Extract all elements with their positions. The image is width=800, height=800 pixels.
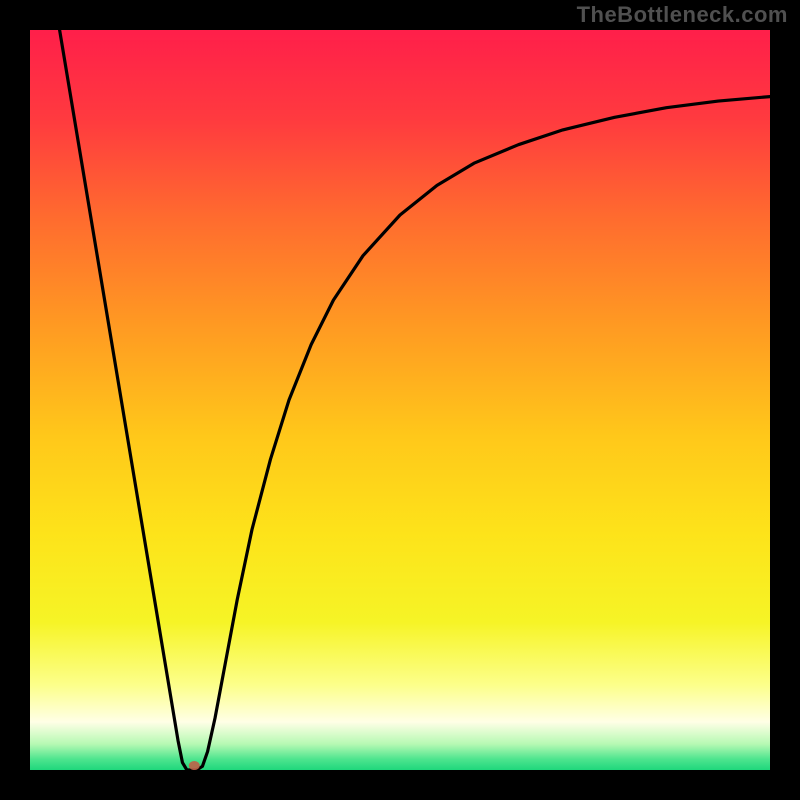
optimal-point-marker xyxy=(189,761,200,770)
bottleneck-chart xyxy=(0,0,800,800)
plot-background xyxy=(30,30,770,770)
watermark-text: TheBottleneck.com xyxy=(577,2,788,28)
chart-container: TheBottleneck.com xyxy=(0,0,800,800)
